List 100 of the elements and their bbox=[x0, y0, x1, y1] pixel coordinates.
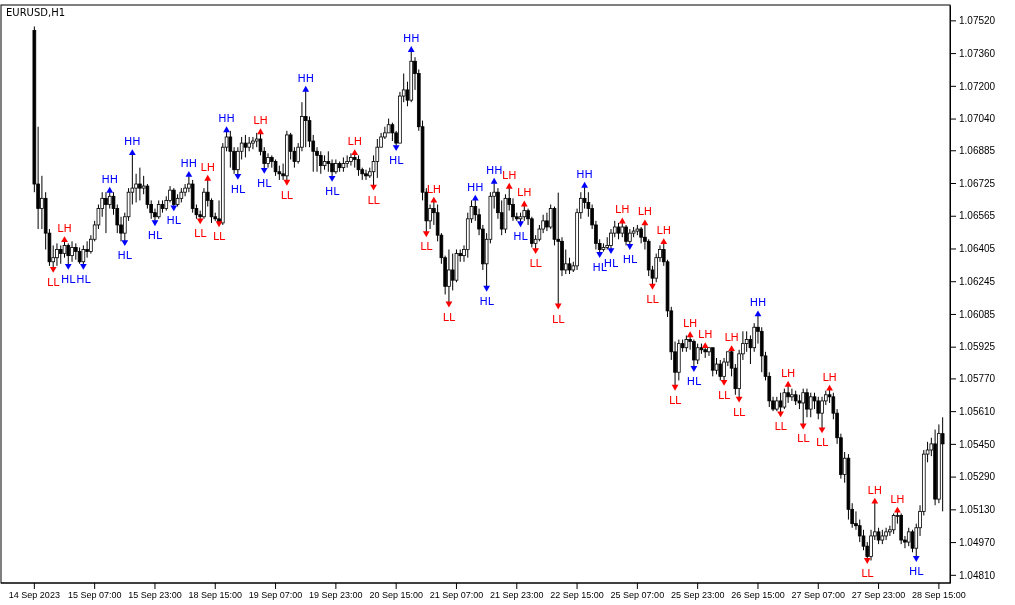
point bbox=[686, 331, 694, 338]
candlestick bbox=[138, 167, 142, 201]
data-label: HH bbox=[402, 32, 420, 46]
candlestick bbox=[545, 212, 549, 232]
point bbox=[490, 177, 498, 184]
x-tick-label: 20 Sep 15:00 bbox=[369, 590, 423, 601]
data-label: LL bbox=[797, 432, 811, 446]
point bbox=[128, 149, 136, 156]
point bbox=[151, 220, 159, 227]
point bbox=[607, 248, 615, 255]
point bbox=[720, 379, 728, 386]
y-tick-label: 1.07040 bbox=[959, 113, 996, 125]
point bbox=[554, 303, 562, 310]
point bbox=[826, 384, 833, 391]
point bbox=[641, 219, 649, 226]
x-tick-label: 19 Sep 07:00 bbox=[248, 590, 303, 601]
data-label: LL bbox=[668, 393, 683, 407]
x-tick-label: 15 Sep 23:00 bbox=[128, 590, 182, 601]
point bbox=[370, 184, 377, 191]
data-label: LL bbox=[774, 420, 788, 434]
candlestick bbox=[624, 224, 628, 246]
y-tick-label: 1.07200 bbox=[959, 80, 996, 92]
x-tick-label: 21 Sep 23:00 bbox=[489, 590, 544, 601]
data-label: LL bbox=[529, 257, 543, 271]
data-label: LH bbox=[426, 182, 442, 196]
point bbox=[483, 285, 491, 292]
point bbox=[49, 266, 57, 273]
x-tick-label: 27 Sep 23:00 bbox=[851, 590, 906, 601]
data-label: HH bbox=[749, 296, 767, 310]
data-label: LL bbox=[280, 188, 294, 202]
data-label: HH bbox=[485, 163, 503, 177]
y-tick-label: 1.06565 bbox=[959, 210, 996, 222]
data-label: HL bbox=[622, 253, 638, 267]
point bbox=[505, 182, 513, 189]
point bbox=[422, 231, 430, 238]
point bbox=[471, 194, 479, 201]
x-tick-label: 25 Sep 23:00 bbox=[670, 590, 725, 601]
x-tick-label: 25 Sep 07:00 bbox=[610, 590, 665, 601]
candlestick bbox=[104, 191, 108, 234]
data-label: LH bbox=[517, 186, 532, 200]
x-tick-label: 28 Sep 15:00 bbox=[912, 590, 966, 601]
candlestick bbox=[40, 175, 44, 230]
candlestick bbox=[55, 242, 59, 267]
point bbox=[351, 149, 359, 156]
point bbox=[121, 240, 129, 247]
x-tick-label: 15 Sep 07:00 bbox=[67, 590, 122, 601]
y-tick-label: 1.06085 bbox=[959, 308, 996, 320]
data-label: HH bbox=[467, 180, 484, 194]
data-label: HL bbox=[479, 294, 495, 308]
y-tick-label: 1.05450 bbox=[959, 438, 996, 450]
data-label: HL bbox=[166, 214, 182, 228]
x-tick-label: 19 Sep 23:00 bbox=[309, 590, 363, 601]
point bbox=[799, 423, 807, 430]
y-tick-label: 1.06245 bbox=[959, 275, 996, 287]
x-tick-label: 14 Sep 2023 bbox=[8, 590, 60, 601]
point bbox=[79, 263, 87, 270]
y-tick-label: 1.05610 bbox=[959, 405, 996, 417]
candlestick bbox=[906, 527, 911, 547]
x-tick-label: 26 Sep 15:00 bbox=[731, 590, 785, 601]
y-tick-label: 1.06885 bbox=[959, 144, 996, 156]
y-tick-label: 1.07520 bbox=[959, 15, 996, 27]
data-label: LH bbox=[780, 366, 796, 380]
candlestick bbox=[266, 152, 270, 169]
point bbox=[596, 252, 604, 258]
data-label: LL bbox=[815, 436, 830, 450]
point bbox=[649, 283, 656, 290]
point bbox=[728, 345, 735, 352]
y-tick-label: 1.05130 bbox=[959, 504, 996, 516]
x-tick-label: 21 Sep 07:00 bbox=[429, 590, 484, 601]
point bbox=[234, 173, 242, 180]
point bbox=[754, 310, 762, 317]
point bbox=[170, 205, 178, 212]
y-tick-label: 1.05925 bbox=[959, 341, 996, 353]
candlestick bbox=[782, 388, 787, 410]
data-label: HL bbox=[61, 272, 77, 286]
point bbox=[863, 558, 871, 565]
data-label: HL bbox=[230, 182, 246, 196]
data-label: LH bbox=[890, 492, 905, 506]
data-label: HL bbox=[686, 374, 702, 388]
y-tick-label: 1.04810 bbox=[959, 569, 996, 581]
point bbox=[283, 179, 291, 186]
point bbox=[328, 175, 336, 182]
data-label: HH bbox=[101, 172, 119, 186]
y-tick-label: 1.05290 bbox=[959, 471, 996, 483]
y-tick-label: 1.05770 bbox=[959, 373, 996, 385]
data-label: HL bbox=[513, 230, 529, 244]
data-label: HL bbox=[909, 565, 925, 579]
point bbox=[196, 218, 204, 225]
point bbox=[818, 427, 826, 434]
candlestick bbox=[85, 240, 89, 259]
point bbox=[61, 236, 68, 243]
point bbox=[626, 244, 634, 250]
data-label: LH bbox=[724, 331, 739, 345]
point bbox=[777, 411, 784, 418]
point bbox=[671, 384, 679, 391]
point bbox=[260, 167, 268, 174]
data-label: HL bbox=[147, 229, 164, 243]
data-label: LL bbox=[646, 292, 660, 306]
candlestick bbox=[349, 152, 353, 167]
data-label: LL bbox=[442, 310, 456, 324]
